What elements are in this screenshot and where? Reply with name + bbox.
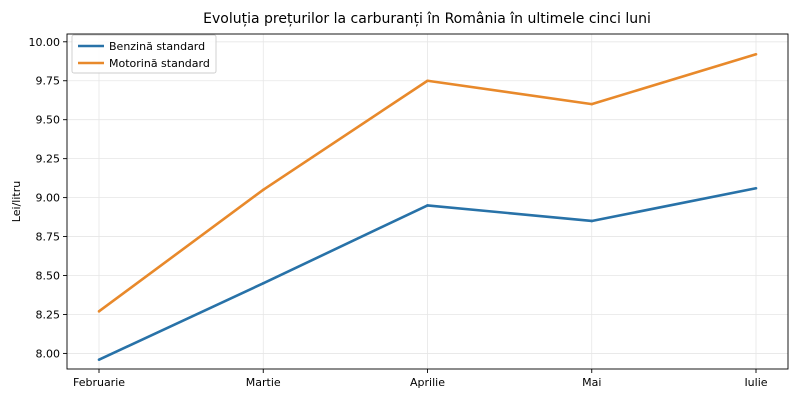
axis-ticks: Februarie Martie Aprilie Mai Iulie 8.00 8.25 8.…	[29, 36, 768, 389]
x-tick-label: Mai	[582, 376, 601, 389]
y-tick-label: 9.50	[36, 114, 61, 127]
y-tick-label: 8.75	[36, 231, 61, 244]
y-tick-label: 8.50	[36, 270, 61, 283]
data-point	[97, 358, 101, 361]
y-tick-label: 10.00	[29, 36, 61, 49]
legend: Benzină standard Motorină standard	[71, 34, 217, 74]
x-tick-label: Februarie	[73, 376, 125, 389]
x-tick-label: Aprilie	[410, 376, 445, 389]
y-axis-label: Lei/litru	[10, 181, 23, 222]
data-point	[97, 310, 101, 313]
y-tick-label: 9.25	[36, 153, 61, 166]
y-tick-label: 9.00	[36, 192, 61, 205]
y-tick-label: 8.00	[36, 347, 61, 360]
legend-frame	[71, 34, 217, 74]
data-point	[426, 204, 429, 207]
y-tick-label: 8.25	[36, 308, 61, 321]
data-point	[590, 219, 594, 223]
data-point	[754, 52, 758, 56]
x-tick-label: Martie	[246, 376, 281, 389]
grid	[67, 34, 788, 369]
series-lines	[97, 52, 758, 361]
legend-label-benzina: Benzină standard	[109, 40, 205, 53]
data-point	[754, 186, 758, 190]
y-tick-label: 9.75	[36, 75, 61, 88]
data-point	[590, 102, 594, 106]
data-point	[261, 282, 265, 285]
legend-label-motorina: Motorină standard	[109, 57, 210, 70]
chart-title: Evoluția prețurilor la carburanți în Rom…	[203, 11, 651, 27]
data-point	[261, 188, 265, 192]
x-tick-label: Iulie	[744, 376, 767, 389]
data-point	[426, 79, 429, 83]
